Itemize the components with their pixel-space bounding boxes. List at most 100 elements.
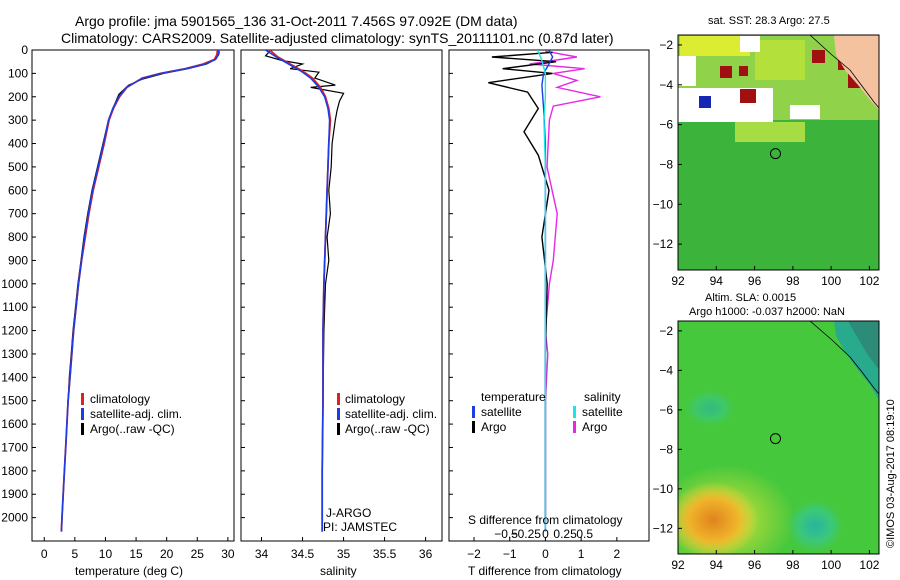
x-tick-label: −1 xyxy=(503,547,517,561)
legend-swatch-satellite xyxy=(81,408,84,420)
salinity-depth-ticks xyxy=(241,49,245,519)
depth-tick-label: 1300 xyxy=(1,347,28,361)
difference-lines xyxy=(488,50,601,532)
x-tick-label: 20 xyxy=(160,547,174,561)
depth-tick-label: 900 xyxy=(8,253,28,267)
series-satellite-adj-clim- xyxy=(265,50,331,532)
depth-tick-label: 1000 xyxy=(1,277,28,291)
sst-hot-cell xyxy=(740,89,756,103)
legend-label-argo: Argo(..raw -QC) xyxy=(345,422,430,436)
legend-label-temp-argo: Argo xyxy=(481,420,507,434)
depth-tick-label: 100 xyxy=(8,66,28,80)
depth-tick-label: 500 xyxy=(8,160,28,174)
map-y-tick-label: −10 xyxy=(653,482,674,496)
sla-low-region xyxy=(787,500,843,552)
map-y-tick-label: −12 xyxy=(653,521,674,535)
series-temperature-argo xyxy=(488,51,557,525)
depth-tick-label: 1900 xyxy=(1,487,28,501)
map-y-tick-label: −12 xyxy=(653,237,674,251)
argo-position-marker xyxy=(769,148,781,160)
map-y-tick-label: −2 xyxy=(659,38,673,52)
sla-map-title: Altim. SLA: 0.0015 xyxy=(705,292,796,304)
sst-map-axes: 92 94 96 98 100 102 −2 −4 −6 −8 −10 −12 xyxy=(653,38,880,288)
sst-map-field xyxy=(678,35,879,270)
depth-tick-label: 600 xyxy=(8,183,28,197)
s-difference-ticks: −0.5−0.25 0 0.25 0.5 xyxy=(494,527,593,541)
map-x-tick-label: 98 xyxy=(786,558,800,572)
sla-map-frame xyxy=(677,320,880,555)
x-tick-label: 36 xyxy=(419,547,433,561)
depth-tick-label: 1800 xyxy=(1,464,28,478)
legend-label-sal-satellite: satellite xyxy=(582,405,623,419)
depth-tick-label: 800 xyxy=(8,230,28,244)
series-salinity-satellite xyxy=(536,50,547,532)
depth-tick-label: 400 xyxy=(8,137,28,151)
sla-low-region xyxy=(685,390,735,426)
legend-swatch-argo xyxy=(337,423,340,435)
sla-map-field xyxy=(678,321,879,554)
map-y-tick-label: −4 xyxy=(659,363,673,377)
sla-high-region xyxy=(678,482,758,554)
legend-swatch-satellite xyxy=(337,408,340,420)
depth-tick-label: 1500 xyxy=(1,394,28,408)
x-tick-label: 5 xyxy=(72,547,79,561)
map-x-tick-label: 98 xyxy=(786,274,800,288)
difference-xlabel: T difference from climatology xyxy=(468,564,622,578)
sla-coastline xyxy=(809,321,879,395)
sst-lightgreen-patch xyxy=(755,40,805,80)
x-tick-label: 35 xyxy=(337,547,351,561)
legend-swatch-temp-argo xyxy=(472,421,475,433)
temperature-axes-box xyxy=(31,49,235,542)
salinity-axes-box xyxy=(240,49,443,542)
x-tick-label: 10 xyxy=(99,547,113,561)
difference-x-axis: −2 −1 0 1 2 xyxy=(467,537,621,561)
depth-tick-label: 1400 xyxy=(1,370,28,384)
map-x-tick-label: 94 xyxy=(710,274,724,288)
x-tick-label: 25 xyxy=(191,547,205,561)
salinity-legend: climatology satellite-adj. clim. Argo(..… xyxy=(337,392,437,436)
sla-land xyxy=(848,321,879,370)
sst-cloud-gap xyxy=(790,105,820,119)
float-pi-note: PI: JAMSTEC xyxy=(323,520,397,534)
temperature-x-axis: 0 5 10 15 20 25 30 xyxy=(41,537,235,561)
sla-map: Altim. SLA: 0.0015 Argo h1000: -0.037 h2… xyxy=(653,292,880,572)
map-x-tick-label: 102 xyxy=(859,558,879,572)
legend-label-argo: Argo(..raw -QC) xyxy=(90,422,175,436)
sst-land xyxy=(834,35,879,110)
legend-swatch-sal-argo xyxy=(573,421,576,433)
series-argo xyxy=(264,50,345,518)
temperature-legend: climatology satellite-adj. clim. Argo(..… xyxy=(81,392,182,436)
legend-label-climatology: climatology xyxy=(90,392,150,406)
sla-map-axes: 92 94 96 98 100 102 −2 −4 −6 −8 −10 −12 xyxy=(653,324,880,572)
legend-temperature-title: temperature xyxy=(481,390,546,404)
argo-position-marker xyxy=(769,433,781,445)
salinity-x-axis: 34 34.5 35 35.5 36 xyxy=(255,537,433,561)
depth-tick-label: 700 xyxy=(8,207,28,221)
x-tick-label: 0 xyxy=(542,547,549,561)
depth-axis: 0 100 200 300 400 500 600 700 800 900 1000 1100 1200… xyxy=(1,43,36,525)
map-y-tick-label: −6 xyxy=(659,118,673,132)
depth-tick-label: 200 xyxy=(8,90,28,104)
map-y-tick-label: −4 xyxy=(659,78,673,92)
x-tick-label: 30 xyxy=(221,547,235,561)
legend-label-satellite: satellite-adj. clim. xyxy=(345,407,437,421)
float-program-note: J-ARGO xyxy=(326,506,371,520)
x-tick-label: 34.5 xyxy=(291,547,315,561)
difference-depth-ticks xyxy=(449,49,453,519)
x-tick-label: 15 xyxy=(129,547,143,561)
x-tick-label: 0 xyxy=(41,547,48,561)
s-tick-label: 0.5 xyxy=(576,527,593,541)
salinity-xlabel: salinity xyxy=(320,564,357,578)
legend-label-satellite: satellite-adj. clim. xyxy=(90,407,182,421)
map-x-tick-label: 100 xyxy=(821,274,841,288)
temperature-lines xyxy=(60,50,220,532)
sst-map-frame xyxy=(677,34,880,271)
x-tick-label: 1 xyxy=(578,547,585,561)
map-x-tick-label: 102 xyxy=(859,274,879,288)
sst-map-title: sat. SST: 28.3 Argo: 27.5 xyxy=(708,15,830,27)
sst-cloud-gap xyxy=(740,36,760,52)
map-y-tick-label: −2 xyxy=(659,324,673,338)
legend-label-climatology: climatology xyxy=(345,392,405,406)
temperature-xlabel: temperature (deg C) xyxy=(75,564,183,578)
